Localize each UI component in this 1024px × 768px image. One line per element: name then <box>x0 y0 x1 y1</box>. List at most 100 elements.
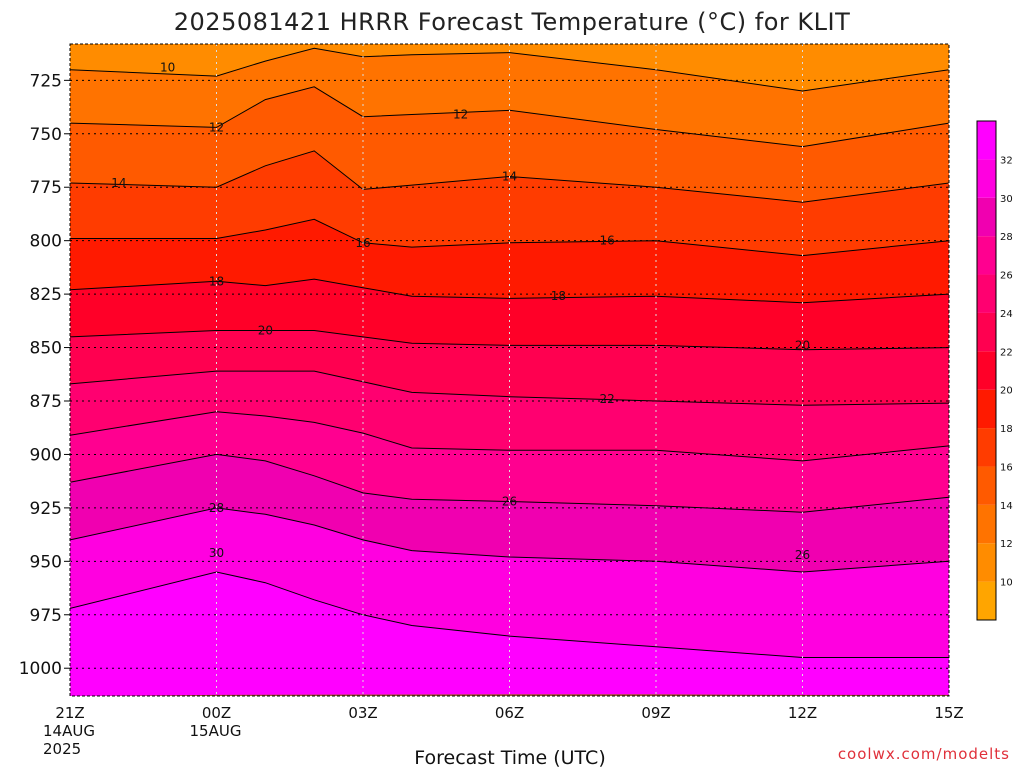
x-tick-12: 09Z <box>641 704 670 722</box>
band-28-30 <box>70 507 949 658</box>
x-tick-6: 03Z <box>348 704 377 722</box>
contour-label-26: 26 <box>502 494 517 508</box>
x-tick-label: 00Z <box>202 704 231 722</box>
x-tick-label: 2025 <box>43 740 81 758</box>
ground-surface <box>70 694 949 696</box>
colorbar-label: 10 <box>1000 578 1013 589</box>
contour-label-22: 22 <box>600 392 615 406</box>
y-tick-label: 850 <box>30 339 62 359</box>
contour-label-20: 20 <box>795 338 810 352</box>
y-tick-label: 775 <box>30 178 62 198</box>
isotherm-26 <box>70 453 949 513</box>
colorbar-label: 12 <box>1000 539 1013 550</box>
y-tick-label: 950 <box>30 552 62 572</box>
colorbar-label: 20 <box>1000 386 1013 397</box>
colorbar-swatch-24 <box>977 274 996 313</box>
contour-label-text: 26 <box>795 548 810 562</box>
isotherm-24 <box>70 411 949 462</box>
colorbar-swatch-12 <box>977 504 996 544</box>
colorbar-swatch-18 <box>977 389 996 429</box>
contour-label-text: 16 <box>600 234 615 248</box>
colorbar-label: 30 <box>1000 194 1013 205</box>
y-tick-label: 900 <box>30 445 62 465</box>
contour-label-text: 22 <box>600 392 615 406</box>
contour-label-text: 26 <box>502 494 517 508</box>
colorbar-swatch-22 <box>977 312 996 352</box>
x-tick-label: 12Z <box>788 704 817 722</box>
chart-title: 2025081421 HRRR Forecast Temperature (°C… <box>174 8 850 36</box>
x-tick-18: 15Z <box>934 704 963 722</box>
colorbar-frame <box>976 120 997 621</box>
colorbar-swatch-28 <box>977 197 996 237</box>
x-tick-9: 06Z <box>495 704 524 722</box>
colorbar-swatch-16 <box>977 428 996 467</box>
contour-label-14: 14 <box>111 176 126 190</box>
isotherm-16 <box>70 218 949 257</box>
y-tick-label: 975 <box>30 606 62 626</box>
contour-label-20: 20 <box>258 323 273 337</box>
x-axis-label: Forecast Time (UTC) <box>414 747 605 768</box>
x-tick-label: 15AUG <box>190 722 242 740</box>
y-tick-label: 750 <box>30 125 62 145</box>
y-tick-label: 1000 <box>19 659 62 679</box>
colorbar-swatch-30 <box>977 159 996 198</box>
colorbar-label: 24 <box>1000 309 1013 320</box>
contour-label-14: 14 <box>502 170 517 184</box>
contour-label-18: 18 <box>551 289 566 303</box>
contour-label-text: 12 <box>209 120 224 134</box>
colorbar-swatch-14 <box>977 466 996 505</box>
band-12-14 <box>70 86 949 203</box>
colorbar-swatch-32 <box>977 121 996 160</box>
x-tick-label: 15Z <box>934 704 963 722</box>
contour-label-18: 18 <box>209 274 224 288</box>
isotherm-10 <box>70 47 949 92</box>
isotherm-contours <box>70 47 949 658</box>
colorbar-label: 22 <box>1000 347 1013 358</box>
band-30-plus <box>70 572 949 696</box>
contour-label-text: 16 <box>355 236 370 250</box>
isotherm-28 <box>70 507 949 573</box>
contour-label-16: 16 <box>600 234 615 248</box>
colorbar-label: 28 <box>1000 232 1013 243</box>
isotherm-18 <box>70 278 949 304</box>
x-tick-label: 03Z <box>348 704 377 722</box>
credit-link[interactable]: coolwx.com/modelts <box>838 745 1010 763</box>
contour-label-12: 12 <box>209 120 224 134</box>
y-tick-label: 800 <box>30 232 62 252</box>
colorbar-legend: 10 12 14 16 18 20 22 24 26 28 30 32 <box>976 120 1013 621</box>
band-10-12 <box>70 44 949 91</box>
x-tick-label: 06Z <box>495 704 524 722</box>
y-tick-label: 825 <box>30 285 62 305</box>
contour-label-text: 28 <box>209 501 224 515</box>
contour-label-text: 18 <box>209 274 224 288</box>
band-14-16 <box>70 150 949 256</box>
x-tick-label: 09Z <box>641 704 670 722</box>
isotherm-30 <box>70 571 949 658</box>
x-tick-label: 21Z <box>55 704 84 722</box>
grid-lines <box>70 44 949 696</box>
y-axis-ticks: 725 750 775 800 825 850 875 900 925 950 975 1000 <box>19 71 70 679</box>
contour-label-text: 20 <box>258 323 273 337</box>
y-tick-label: 925 <box>30 499 62 519</box>
contour-label-text: 30 <box>209 546 224 560</box>
contour-label-text: 20 <box>795 338 810 352</box>
plot-area: 10 12 12 14 14 16 16 18 18 20 20 22 26 26 28 30 <box>70 44 949 696</box>
contour-label-28: 28 <box>209 501 224 515</box>
colorbar-label: 18 <box>1000 424 1013 435</box>
contour-label-text: 18 <box>551 289 566 303</box>
contour-label-30: 30 <box>209 546 224 560</box>
contour-label-16: 16 <box>355 236 370 250</box>
contour-label-text: 12 <box>453 108 468 122</box>
colorbar-label: 32 <box>1000 155 1013 166</box>
colorbar-swatch-20 <box>977 351 996 390</box>
x-tick-15: 12Z <box>788 704 817 722</box>
plot-frame <box>69 43 950 697</box>
contour-label-text: 14 <box>502 170 517 184</box>
colorbar-swatch-8 <box>977 581 996 620</box>
band-20-22 <box>70 330 949 406</box>
colorbar-label: 26 <box>1000 271 1013 282</box>
colorbar-label: 14 <box>1000 501 1013 512</box>
